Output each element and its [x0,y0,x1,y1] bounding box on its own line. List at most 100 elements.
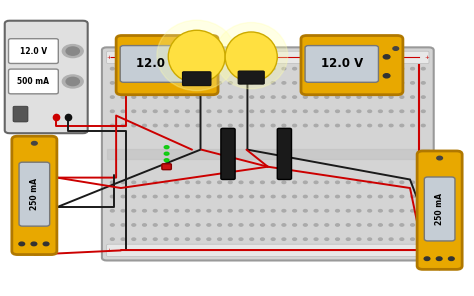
Text: 500 mA: 500 mA [18,77,49,86]
Circle shape [228,210,232,212]
Circle shape [239,195,243,198]
Circle shape [228,238,232,240]
Circle shape [389,124,393,127]
Circle shape [250,110,254,112]
Circle shape [228,181,232,184]
Circle shape [132,195,136,198]
Circle shape [143,67,146,70]
Ellipse shape [215,22,288,89]
Circle shape [368,96,372,98]
Circle shape [110,110,114,112]
Circle shape [314,96,318,98]
Circle shape [282,181,286,184]
Circle shape [175,238,179,240]
Circle shape [336,181,339,184]
Circle shape [325,82,328,84]
Circle shape [228,124,232,127]
Circle shape [400,210,404,212]
Circle shape [143,82,146,84]
Circle shape [153,67,157,70]
Circle shape [228,67,232,70]
Circle shape [421,67,425,70]
Circle shape [250,181,254,184]
Circle shape [336,96,339,98]
Circle shape [239,238,243,240]
Circle shape [153,210,157,212]
Circle shape [346,210,350,212]
Circle shape [368,224,372,226]
Circle shape [250,124,254,127]
FancyBboxPatch shape [107,51,429,64]
Circle shape [250,82,254,84]
Circle shape [303,224,307,226]
Circle shape [421,96,425,98]
Circle shape [164,181,168,184]
Ellipse shape [168,30,225,83]
Circle shape [132,67,136,70]
Circle shape [196,110,200,112]
Circle shape [239,110,243,112]
Circle shape [293,110,297,112]
Circle shape [400,224,404,226]
Circle shape [153,181,157,184]
Circle shape [185,181,189,184]
Circle shape [271,124,275,127]
Circle shape [303,67,307,70]
Circle shape [282,82,286,84]
Circle shape [314,238,318,240]
Circle shape [368,210,372,212]
Circle shape [261,238,264,240]
Circle shape [293,181,297,184]
Circle shape [389,181,393,184]
Circle shape [421,238,425,240]
Text: 250 mA: 250 mA [435,193,444,225]
Circle shape [239,224,243,226]
Circle shape [400,124,404,127]
FancyBboxPatch shape [182,72,211,86]
Circle shape [228,110,232,112]
Circle shape [379,96,383,98]
Circle shape [110,238,114,240]
FancyBboxPatch shape [116,36,218,95]
Circle shape [261,67,264,70]
Circle shape [110,210,114,212]
Circle shape [303,195,307,198]
Circle shape [314,82,318,84]
Circle shape [121,210,125,212]
Circle shape [143,195,146,198]
Circle shape [66,77,79,86]
Circle shape [164,152,169,155]
Circle shape [250,224,254,226]
Circle shape [346,67,350,70]
Circle shape [379,124,383,127]
Circle shape [239,82,243,84]
Circle shape [110,181,114,184]
Circle shape [132,224,136,226]
Circle shape [410,124,414,127]
Circle shape [357,224,361,226]
Circle shape [336,210,339,212]
Circle shape [153,238,157,240]
Circle shape [303,210,307,212]
Circle shape [282,110,286,112]
Circle shape [325,224,328,226]
FancyBboxPatch shape [12,136,57,255]
Circle shape [346,224,350,226]
Circle shape [389,67,393,70]
Circle shape [175,82,179,84]
FancyBboxPatch shape [120,46,193,82]
Circle shape [164,96,168,98]
Circle shape [218,96,221,98]
Circle shape [239,124,243,127]
Circle shape [357,124,361,127]
FancyBboxPatch shape [13,106,28,122]
Circle shape [389,96,393,98]
Circle shape [207,224,211,226]
Circle shape [164,210,168,212]
Circle shape [303,181,307,184]
Text: 12.0 V: 12.0 V [136,57,178,70]
Circle shape [250,67,254,70]
Circle shape [261,224,264,226]
Circle shape [164,159,169,162]
Circle shape [218,67,221,70]
